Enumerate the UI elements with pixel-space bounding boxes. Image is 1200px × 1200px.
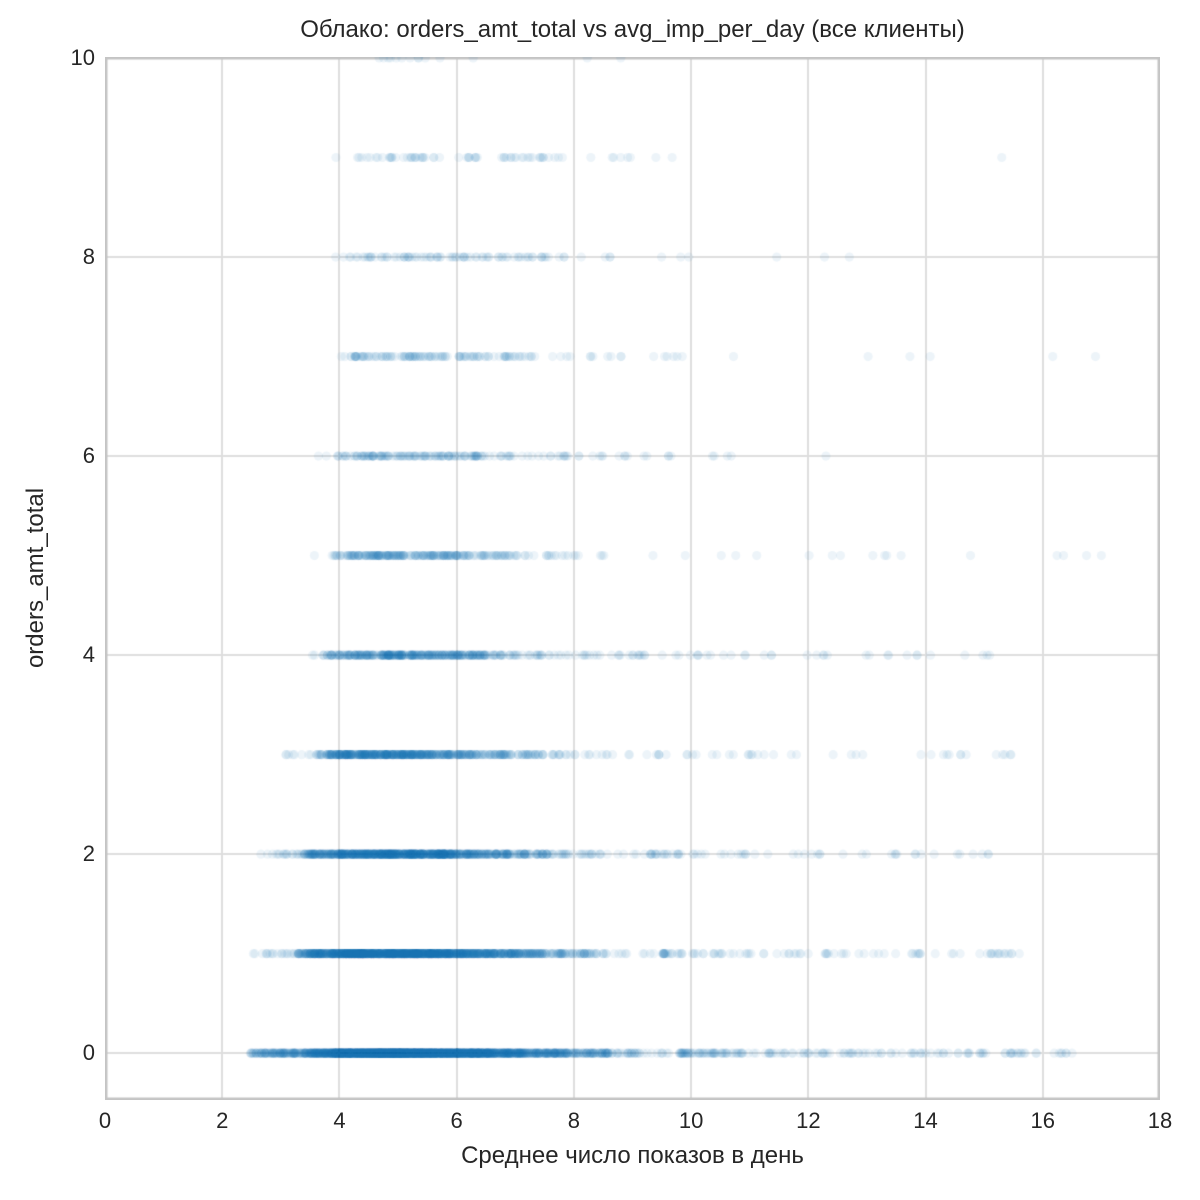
y-tick-label: 6 (82, 443, 95, 469)
plot-area (105, 57, 1160, 1100)
y-tick-label: 8 (82, 244, 95, 270)
x-tick-label: 10 (678, 1108, 704, 1133)
x-tick-label: 8 (567, 1108, 580, 1133)
x-axis-label: Среднее число показов в день (461, 1142, 804, 1169)
x-tick-label: 18 (1147, 1108, 1173, 1133)
x-tick-label: 4 (333, 1108, 346, 1133)
x-tick-label: 2 (216, 1108, 229, 1133)
scatter-canvas (105, 57, 1160, 1100)
y-tick-label: 10 (70, 44, 95, 70)
y-axis-label: orders_amt_total (22, 487, 49, 669)
chart-title: Облако: orders_amt_total vs avg_imp_per_… (300, 16, 965, 43)
x-tick-label: 14 (913, 1108, 938, 1133)
y-tick-label: 4 (82, 642, 95, 668)
x-tick-label: 16 (1030, 1108, 1056, 1133)
x-tick-label: 0 (98, 1108, 112, 1133)
x-tick-label: 6 (450, 1108, 463, 1133)
y-tick-label: 2 (82, 841, 95, 867)
y-tick-label: 0 (82, 1040, 95, 1066)
x-tick-label: 12 (796, 1108, 821, 1133)
